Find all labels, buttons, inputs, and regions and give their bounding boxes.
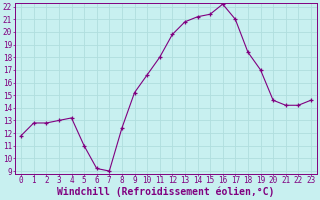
X-axis label: Windchill (Refroidissement éolien,°C): Windchill (Refroidissement éolien,°C) — [57, 187, 275, 197]
